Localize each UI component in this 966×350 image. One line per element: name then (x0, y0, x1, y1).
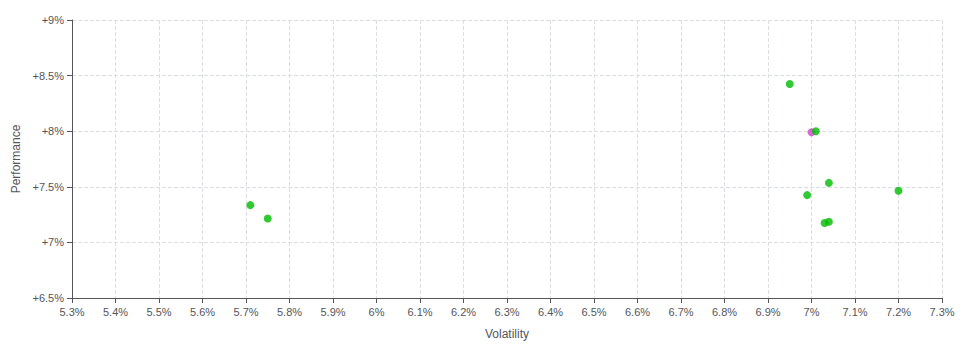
svg-text:6.9%: 6.9% (755, 306, 780, 318)
svg-text:5.4%: 5.4% (103, 306, 128, 318)
svg-text:+8.5%: +8.5% (33, 70, 65, 82)
svg-text:+9%: +9% (42, 14, 65, 26)
svg-text:6.5%: 6.5% (581, 306, 606, 318)
svg-text:6.8%: 6.8% (712, 306, 737, 318)
svg-text:5.6%: 5.6% (190, 306, 215, 318)
svg-text:7.3%: 7.3% (929, 306, 954, 318)
svg-text:7%: 7% (804, 306, 820, 318)
svg-text:Volatility: Volatility (485, 327, 529, 341)
svg-text:5.7%: 5.7% (233, 306, 258, 318)
svg-text:5.9%: 5.9% (320, 306, 345, 318)
svg-text:+7.5%: +7.5% (33, 181, 65, 193)
svg-text:7.1%: 7.1% (842, 306, 867, 318)
svg-text:6.2%: 6.2% (451, 306, 476, 318)
svg-text:6.4%: 6.4% (538, 306, 563, 318)
svg-text:Performance: Performance (9, 124, 23, 193)
svg-text:6.6%: 6.6% (625, 306, 650, 318)
svg-text:5.8%: 5.8% (277, 306, 302, 318)
svg-text:6.1%: 6.1% (407, 306, 432, 318)
svg-text:6.7%: 6.7% (668, 306, 693, 318)
svg-text:7.2%: 7.2% (886, 306, 911, 318)
svg-text:5.5%: 5.5% (146, 306, 171, 318)
svg-text:+6.5%: +6.5% (33, 292, 65, 304)
svg-text:+7%: +7% (42, 236, 65, 248)
svg-text:6%: 6% (369, 306, 385, 318)
svg-text:5.3%: 5.3% (59, 306, 84, 318)
svg-text:6.3%: 6.3% (494, 306, 519, 318)
svg-text:+8%: +8% (42, 125, 65, 137)
